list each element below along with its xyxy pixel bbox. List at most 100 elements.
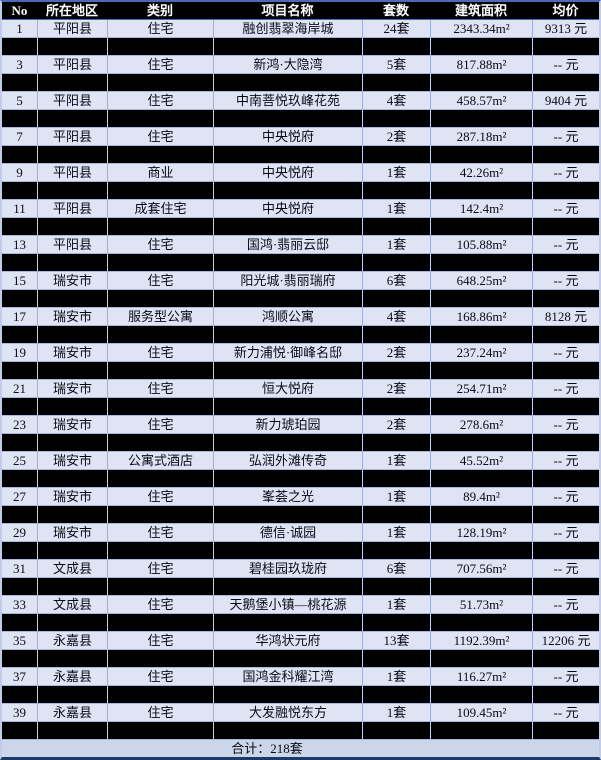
cell-price: 9313 元: [532, 20, 599, 37]
header-category: 类别: [146, 3, 173, 18]
redacted-cell: [107, 290, 213, 307]
redacted-row: [2, 542, 599, 560]
cell-project: 中南菩悦玖峰花苑: [213, 92, 362, 109]
redacted-cell: [430, 686, 532, 703]
redacted-cell: [532, 686, 599, 703]
header-price: 均价: [552, 3, 579, 18]
redacted-cell: [532, 614, 599, 631]
redacted-cell: [37, 254, 107, 271]
redacted-cell: [430, 614, 532, 631]
redacted-row: [2, 74, 599, 92]
cell-region: 永嘉县: [37, 668, 107, 685]
redacted-cell: [2, 506, 37, 523]
redacted-cell: [430, 578, 532, 595]
redacted-row: [2, 182, 599, 200]
redacted-cell: [2, 614, 37, 631]
redacted-cell: [362, 722, 430, 739]
cell-units: 6套: [362, 272, 430, 289]
redacted-cell: [362, 254, 430, 271]
table-row: 1 平阳县 住宅 融创翡翠海岸城 24套 2343.34m² 9313 元: [2, 20, 599, 38]
cell-no: 39: [13, 705, 26, 720]
cell-price: -- 元: [532, 128, 599, 145]
redacted-cell: [37, 290, 107, 307]
cell-region: 平阳县: [37, 164, 107, 181]
redacted-cell: [37, 218, 107, 235]
cell-area: 128.19m²: [430, 524, 532, 541]
redacted-cell: [532, 218, 599, 235]
redacted-cell: [107, 146, 213, 163]
redacted-cell: [430, 74, 532, 91]
redacted-cell: [362, 470, 430, 487]
cell-category: 住宅: [107, 20, 213, 37]
redacted-cell: [532, 182, 599, 199]
redacted-row: [2, 398, 599, 416]
redacted-cell: [532, 146, 599, 163]
cell-units: 2套: [362, 380, 430, 397]
redacted-row: [2, 614, 599, 632]
redacted-cell: [37, 722, 107, 739]
redacted-cell: [37, 542, 107, 559]
redacted-cell: [37, 326, 107, 343]
cell-units: 13套: [362, 632, 430, 649]
cell-project: 鸿顺公寓: [213, 308, 362, 325]
cell-no: 15: [13, 273, 26, 288]
table-row: 35 永嘉县 住宅 华鸿状元府 13套 1192.39m² 12206 元: [2, 632, 599, 650]
redacted-cell: [430, 290, 532, 307]
cell-price: -- 元: [532, 452, 599, 469]
redacted-row: [2, 218, 599, 236]
redacted-cell: [107, 398, 213, 415]
cell-no: 7: [16, 129, 23, 144]
redacted-row: [2, 362, 599, 380]
cell-units: 1套: [362, 596, 430, 613]
cell-area: 1192.39m²: [430, 632, 532, 649]
redacted-row: [2, 38, 599, 56]
redacted-cell: [2, 182, 37, 199]
cell-no: 1: [16, 21, 23, 36]
cell-region: 瑞安市: [37, 524, 107, 541]
cell-category: 住宅: [107, 524, 213, 541]
cell-region: 瑞安市: [37, 272, 107, 289]
redacted-cell: [532, 542, 599, 559]
redacted-cell: [430, 38, 532, 55]
cell-units: 4套: [362, 308, 430, 325]
redacted-row: [2, 290, 599, 308]
redacted-cell: [2, 650, 37, 667]
cell-units: 5套: [362, 56, 430, 73]
cell-region: 永嘉县: [37, 704, 107, 721]
redacted-cell: [213, 326, 362, 343]
redacted-cell: [532, 650, 599, 667]
cell-price: 8128 元: [532, 308, 599, 325]
redacted-cell: [2, 542, 37, 559]
redacted-cell: [107, 650, 213, 667]
redacted-cell: [2, 290, 37, 307]
table-row: 19 瑞安市 住宅 新力浦悦·御峰名邸 2套 237.24m² -- 元: [2, 344, 599, 362]
redacted-row: [2, 326, 599, 344]
redacted-cell: [213, 470, 362, 487]
cell-project: 天鹅堡小镇—桃花源: [213, 596, 362, 613]
redacted-cell: [213, 398, 362, 415]
redacted-cell: [213, 110, 362, 127]
redacted-cell: [37, 362, 107, 379]
redacted-cell: [37, 470, 107, 487]
cell-area: 168.86m²: [430, 308, 532, 325]
table-row: 25 瑞安市 公寓式酒店 弘润外滩传奇 1套 45.52m² -- 元: [2, 452, 599, 470]
redacted-row: [2, 722, 599, 740]
cell-no: 37: [13, 669, 26, 684]
redacted-cell: [37, 578, 107, 595]
redacted-cell: [2, 470, 37, 487]
redacted-cell: [213, 74, 362, 91]
cell-project: 中央悦府: [213, 164, 362, 181]
table-row: 39 永嘉县 住宅 大发融悦东方 1套 109.45m² -- 元: [2, 704, 599, 722]
cell-region: 平阳县: [37, 236, 107, 253]
cell-project: 新鸿·大隐湾: [213, 56, 362, 73]
redacted-cell: [2, 362, 37, 379]
table-row: 13 平阳县 住宅 国鸿·翡丽云邸 1套 105.88m² -- 元: [2, 236, 599, 254]
cell-units: 1套: [362, 704, 430, 721]
cell-units: 1套: [362, 668, 430, 685]
cell-region: 瑞安市: [37, 344, 107, 361]
redacted-cell: [362, 290, 430, 307]
redacted-cell: [532, 362, 599, 379]
cell-region: 瑞安市: [37, 452, 107, 469]
redacted-cell: [107, 614, 213, 631]
redacted-row: [2, 470, 599, 488]
